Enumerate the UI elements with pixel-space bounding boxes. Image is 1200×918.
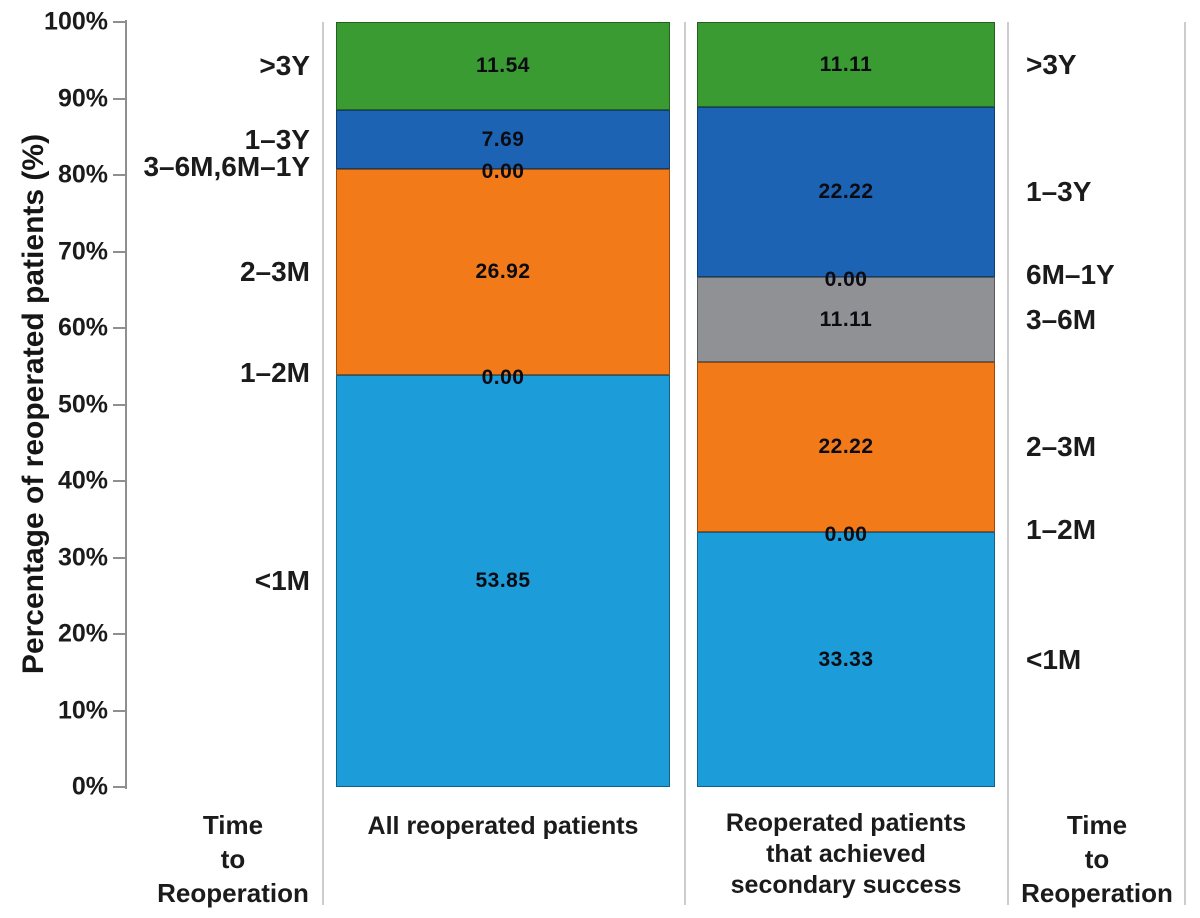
bar-segment->3Y [697, 22, 995, 108]
segment-side-label: >3Y [259, 50, 310, 82]
segment-value-label: 11.11 [819, 307, 873, 331]
y-axis-tick-label: 60% [57, 313, 108, 342]
y-axis-tick-label: 30% [57, 543, 108, 571]
segment-value-label: 53.85 [475, 569, 531, 593]
y-axis-tick-mark [113, 97, 127, 100]
y-axis-tick-label: 90% [57, 84, 108, 112]
bar-category-all-reoperated-patients: All reoperated patients [367, 812, 639, 840]
separator-line [322, 22, 324, 905]
bar-category-secondary-success: Reoperated patients that achieved second… [725, 809, 967, 899]
bar-segment-2–3M [697, 362, 995, 532]
bar-segment->3Y [336, 22, 670, 111]
segment-side-label: 1–2M [239, 357, 310, 389]
bar-segment-1–3Y [336, 110, 670, 170]
y-axis-tick-mark [113, 709, 127, 712]
segment-side-label: 2–3M [239, 256, 310, 288]
segment-value-label: 11.11 [819, 52, 873, 76]
y-axis-tick-label: 0% [71, 772, 108, 801]
segment-value-label: 26.92 [475, 260, 531, 284]
segment-value-label: 0.00 [824, 523, 868, 547]
segment-value-label: 22.22 [818, 180, 874, 204]
bar-segment-2–3M [336, 169, 670, 376]
segment-side-label: <1M [254, 565, 310, 597]
y-axis-tick-mark [113, 327, 127, 329]
y-axis-tick-mark [113, 786, 127, 788]
segment-value-label: 33.33 [818, 647, 874, 671]
segment-side-label: 1–3Y [244, 123, 310, 155]
y-axis-tick-label: 70% [57, 237, 108, 265]
segment-value-label: 22.22 [818, 435, 874, 459]
segment-value-label: 7.69 [481, 127, 525, 151]
segment-side-label: 1–3Y [1026, 176, 1092, 208]
segment-side-label: 3–6M [1026, 303, 1097, 335]
y-axis-tick-mark [113, 633, 127, 635]
y-axis-tick-mark [113, 403, 127, 406]
y-axis-tick-label: 50% [57, 390, 108, 418]
segment-value-label: 0.00 [481, 160, 525, 184]
bar-segment-1–3Y [697, 107, 995, 278]
y-axis-tick-label: 10% [57, 696, 108, 724]
segment-value-label: 0.00 [481, 366, 525, 390]
segment-side-label: >3Y [1026, 48, 1077, 80]
segment-side-label: 1–2M [1026, 514, 1097, 546]
segment-value-label: 0.00 [824, 268, 868, 292]
y-axis-tick-mark [113, 21, 127, 23]
segment-value-label: 11.54 [476, 54, 530, 78]
y-axis-tick-mark [113, 556, 127, 559]
y-axis-tick-label: 20% [57, 619, 108, 648]
right-time-to-reoperation-heading: Time to Reoperation [1021, 810, 1173, 908]
y-axis-tick-mark [113, 480, 127, 482]
bar-segment-<1M [697, 532, 995, 787]
segment-side-label: 3–6M,6M–1Y [143, 151, 310, 183]
y-axis-tick-mark [113, 250, 127, 253]
y-axis-tick-label: 40% [57, 466, 108, 495]
y-axis-tick-label: 100% [44, 7, 108, 36]
segment-side-label: <1M [1026, 643, 1082, 675]
bar-segment-3–6M [697, 277, 995, 363]
bar-segment-<1M [336, 375, 670, 787]
separator-line [1007, 22, 1009, 905]
left-time-to-reoperation-heading: Time to Reoperation [157, 810, 309, 908]
y-axis-tick-mark [113, 174, 127, 176]
separator-line [1184, 22, 1186, 905]
segment-side-label: 6M–1Y [1026, 259, 1115, 291]
segment-side-label: 2–3M [1026, 431, 1097, 463]
separator-line [684, 22, 686, 905]
y-axis-tick-label: 80% [57, 160, 108, 189]
